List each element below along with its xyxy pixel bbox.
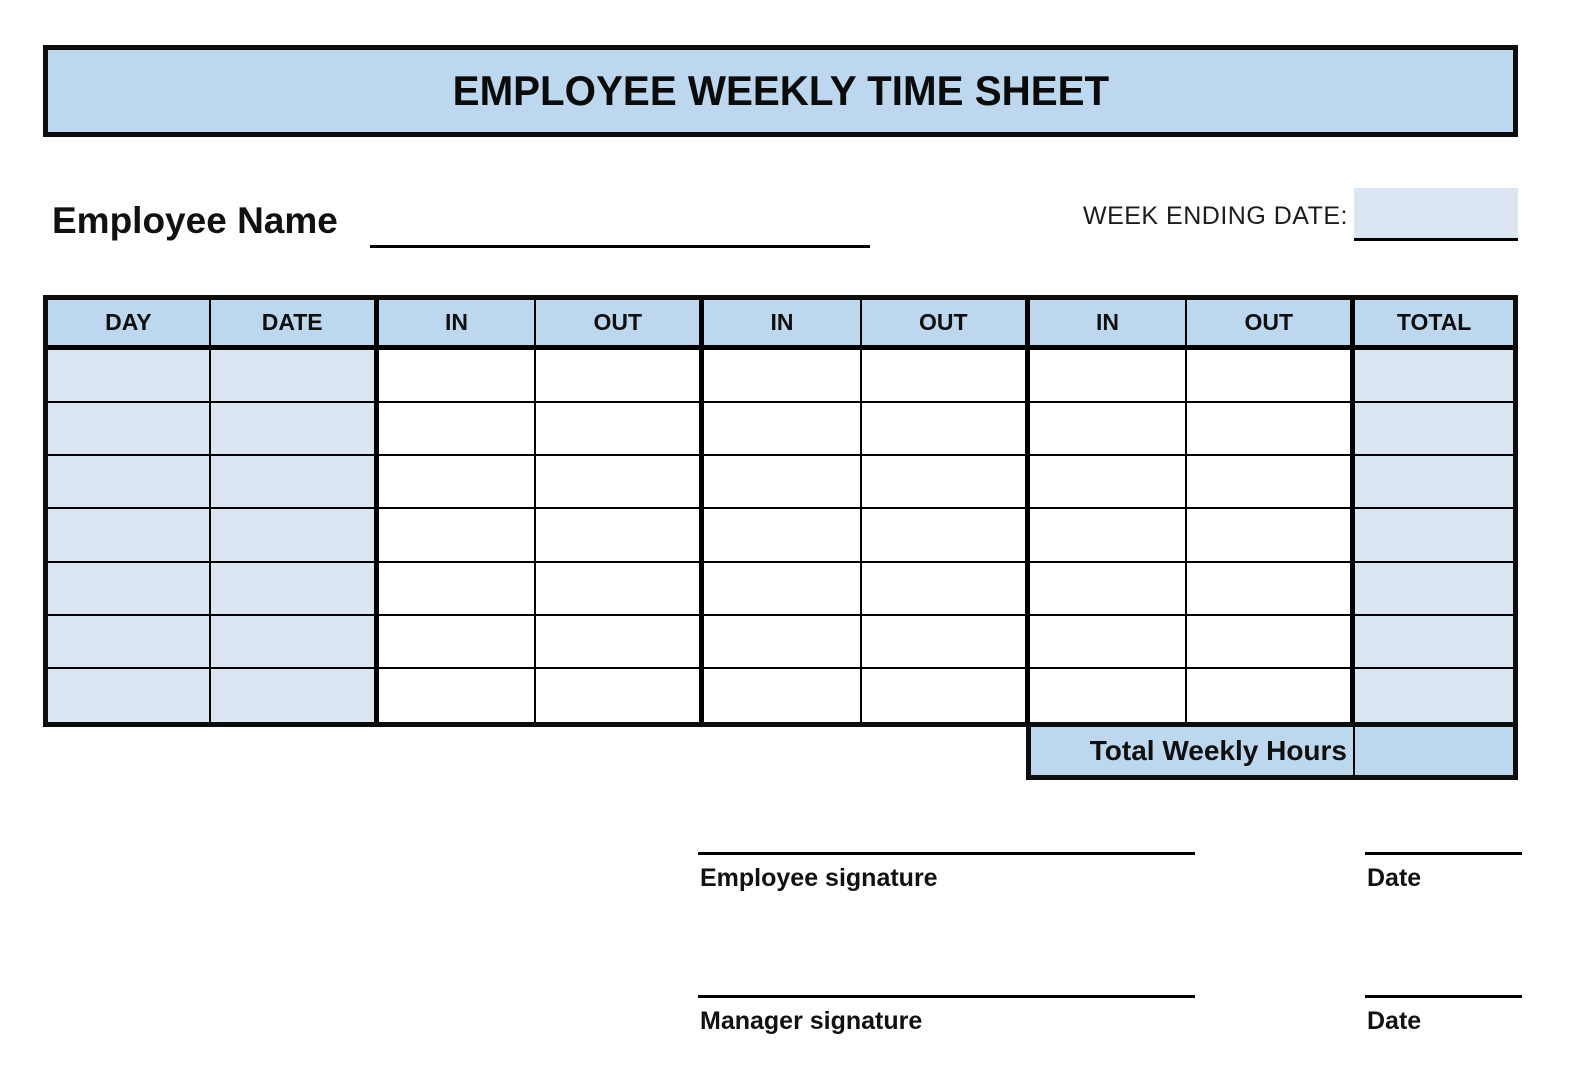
timesheet-cell-r2c1[interactable]	[48, 403, 211, 457]
column-header-in-3: IN	[1024, 300, 1188, 350]
timesheet-cell-r2c2[interactable]	[210, 403, 374, 457]
timesheet-cell-r7c7[interactable]	[1024, 668, 1188, 722]
timesheet-cell-r4c9[interactable]	[1350, 509, 1513, 563]
timesheet-cell-r1c3[interactable]	[373, 350, 537, 404]
timesheet-cell-r2c7[interactable]	[1024, 403, 1188, 457]
timesheet-cell-r6c3[interactable]	[373, 615, 537, 669]
week-ending-date-label: WEEK ENDING DATE:	[1082, 202, 1348, 230]
timesheet-cell-r7c9[interactable]	[1350, 668, 1513, 722]
timesheet-cell-r1c6[interactable]	[861, 350, 1025, 404]
timesheet-cell-r3c8[interactable]	[1187, 456, 1351, 510]
timesheet-cell-r3c5[interactable]	[699, 456, 862, 510]
timesheet-cell-r1c9[interactable]	[1350, 350, 1513, 404]
timesheet-cell-r6c8[interactable]	[1187, 616, 1351, 669]
timesheet-cell-r1c5[interactable]	[699, 350, 862, 404]
total-weekly-hours-value[interactable]	[1355, 727, 1513, 775]
total-weekly-hours-label: Total Weekly Hours	[1031, 727, 1355, 775]
timesheet-cell-r6c9[interactable]	[1350, 615, 1513, 669]
timesheet-cell-r1c1[interactable]	[48, 350, 211, 404]
timesheet-cell-r4c4[interactable]	[536, 509, 700, 563]
page-title: EMPLOYEE WEEKLY TIME SHEET	[452, 67, 1109, 114]
timesheet-cell-r2c4[interactable]	[536, 403, 700, 457]
timesheet-cell-r4c1[interactable]	[48, 509, 211, 563]
timesheet-cell-r3c3[interactable]	[373, 456, 537, 510]
employee-name-input-line[interactable]	[370, 245, 870, 248]
timesheet-cell-r6c1[interactable]	[48, 615, 211, 669]
manager-signature-line[interactable]	[698, 995, 1195, 998]
timesheet-cell-r1c8[interactable]	[1187, 350, 1351, 404]
timesheet-cell-r4c2[interactable]	[210, 509, 374, 563]
timesheet-cell-r4c8[interactable]	[1187, 509, 1351, 563]
timesheet-cell-r1c7[interactable]	[1024, 350, 1188, 404]
column-header-out-2: OUT	[861, 300, 1025, 350]
timesheet-cell-r3c2[interactable]	[210, 456, 374, 510]
manager-date-label: Date	[1367, 1007, 1422, 1035]
timesheet-cell-r5c3[interactable]	[373, 562, 537, 616]
column-header-in-2: IN	[699, 300, 862, 350]
employee-signature-line[interactable]	[698, 852, 1195, 855]
timesheet-cell-r6c2[interactable]	[210, 615, 374, 669]
timesheet-table: DAY DATE IN OUT IN OUT IN OUT TOTAL	[43, 295, 1518, 727]
timesheet-cell-r6c5[interactable]	[699, 615, 862, 669]
timesheet-cell-r4c5[interactable]	[699, 509, 862, 563]
timesheet-cell-r2c8[interactable]	[1187, 403, 1351, 457]
timesheet-cell-r6c6[interactable]	[861, 616, 1025, 669]
timesheet-cell-r1c2[interactable]	[210, 350, 374, 404]
employee-date-label: Date	[1367, 864, 1422, 892]
timesheet-cell-r5c1[interactable]	[48, 562, 211, 616]
timesheet-cell-r2c6[interactable]	[861, 403, 1025, 457]
timesheet-cell-r7c1[interactable]	[48, 668, 211, 722]
timesheet-cell-r2c3[interactable]	[373, 403, 537, 457]
week-ending-date-input[interactable]	[1354, 188, 1518, 241]
column-header-out-3: OUT	[1187, 300, 1351, 350]
total-weekly-hours-row: Total Weekly Hours	[1026, 722, 1518, 780]
timesheet-cell-r2c9[interactable]	[1350, 403, 1513, 457]
timesheet-cell-r5c8[interactable]	[1187, 563, 1351, 616]
employee-name-label: Employee Name	[52, 200, 338, 241]
timesheet-cell-r2c5[interactable]	[699, 403, 862, 457]
timesheet-cell-r5c9[interactable]	[1350, 562, 1513, 616]
timesheet-cell-r3c4[interactable]	[536, 456, 700, 510]
timesheet-cell-r5c7[interactable]	[1024, 562, 1188, 616]
column-header-total: TOTAL	[1350, 300, 1513, 350]
timesheet-cell-r7c4[interactable]	[536, 669, 699, 722]
timesheet-cell-r4c6[interactable]	[861, 509, 1025, 563]
column-header-in-1: IN	[373, 300, 537, 350]
column-header-date: DATE	[210, 300, 374, 350]
timesheet-cell-r1c4[interactable]	[536, 350, 700, 404]
timesheet-cell-r4c3[interactable]	[373, 509, 537, 563]
timesheet-cell-r6c7[interactable]	[1024, 615, 1188, 669]
timesheet-cell-r5c2[interactable]	[210, 562, 374, 616]
timesheet-cell-r3c9[interactable]	[1350, 456, 1513, 510]
timesheet-cell-r7c3[interactable]	[373, 668, 537, 722]
column-header-out-1: OUT	[536, 300, 700, 350]
timesheet-cell-r5c6[interactable]	[861, 563, 1025, 616]
employee-signature-label: Employee signature	[700, 864, 938, 892]
timesheet-cell-r7c5[interactable]	[699, 668, 862, 722]
employee-date-line[interactable]	[1365, 852, 1522, 855]
timesheet-cell-r3c6[interactable]	[861, 456, 1025, 510]
timesheet-cell-r7c2[interactable]	[210, 668, 374, 722]
timesheet-cell-r7c6[interactable]	[862, 669, 1025, 722]
timesheet-cell-r4c7[interactable]	[1024, 509, 1188, 563]
title-bar: EMPLOYEE WEEKLY TIME SHEET	[43, 45, 1518, 137]
timesheet-cell-r5c4[interactable]	[536, 563, 700, 616]
timesheet-cell-r6c4[interactable]	[536, 616, 700, 669]
timesheet-cell-r7c8[interactable]	[1187, 669, 1350, 722]
timesheet-cell-r3c1[interactable]	[48, 456, 211, 510]
manager-signature-label: Manager signature	[700, 1007, 923, 1035]
manager-date-line[interactable]	[1365, 995, 1522, 998]
timesheet-cell-r5c5[interactable]	[699, 562, 862, 616]
timesheet-cell-r3c7[interactable]	[1024, 456, 1188, 510]
column-header-day: DAY	[48, 300, 211, 350]
